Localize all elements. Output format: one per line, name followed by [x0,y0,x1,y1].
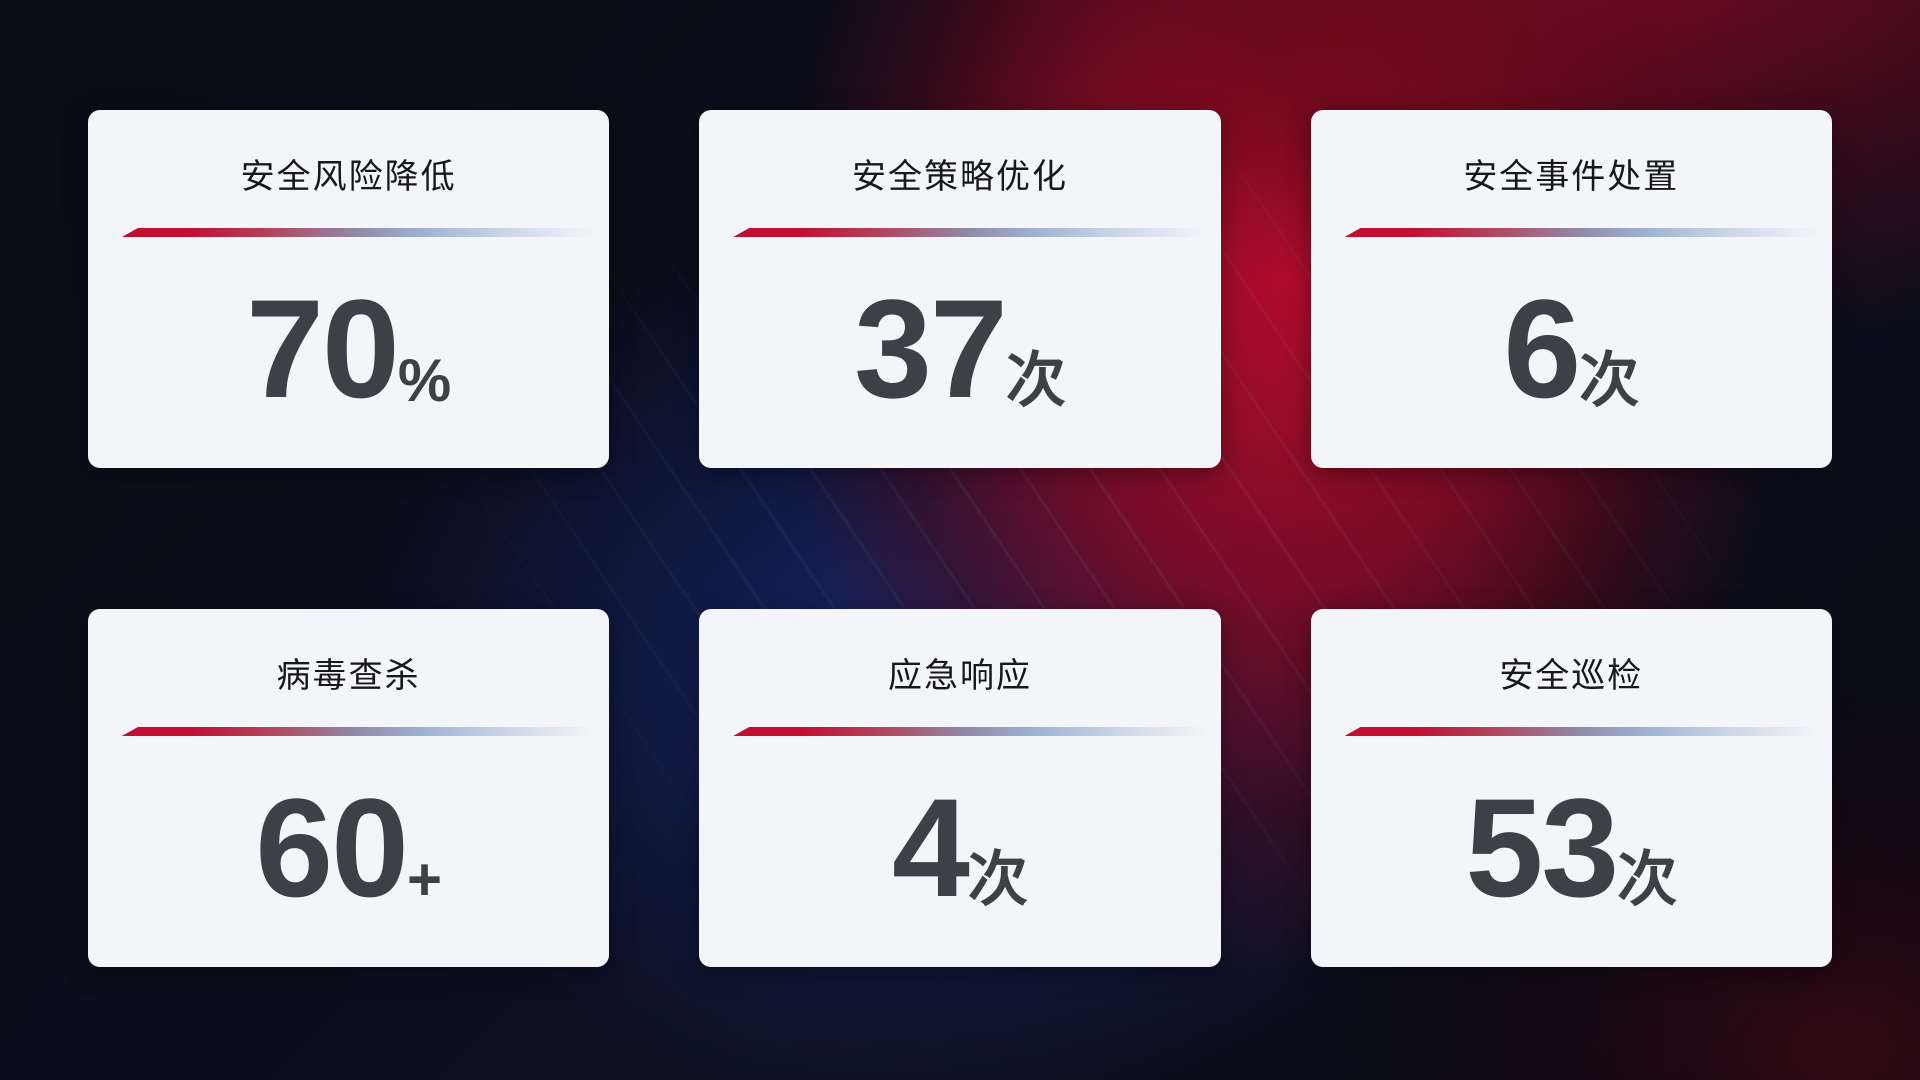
value-unit: 次 [1617,846,1678,913]
card-title: 安全风险降低 [240,158,457,196]
card-title: 应急响应 [887,657,1032,695]
value-unit: % [397,347,452,414]
stat-card-incident-handling: 安全事件处置 6次 [1310,110,1832,468]
card-value: 60+ [255,778,442,918]
gradient-divider [733,727,1221,736]
value-number: 37 [854,270,1008,427]
card-value: 70% [246,279,451,419]
value-number: 53 [1465,769,1619,926]
gradient-divider [121,228,610,237]
card-value: 53次 [1465,778,1677,918]
value-number: 60 [255,769,409,926]
stat-card-grid: 安全风险降低 70% 安全策略优化 37次 安全事件处置 6次 病毒查杀 60+… [88,110,1832,967]
stat-card-virus-scan: 病毒查杀 60+ [88,609,610,967]
card-value: 37次 [854,279,1066,419]
card-title: 病毒查杀 [276,657,421,695]
card-value: 6次 [1503,279,1639,419]
gradient-divider [733,228,1221,237]
value-unit: 次 [1005,347,1066,414]
gradient-divider [1344,228,1832,237]
card-title: 安全事件处置 [1463,158,1680,196]
gradient-divider [121,727,610,736]
card-value: 4次 [892,778,1028,918]
value-number: 6 [1503,270,1581,427]
value-unit: + [407,846,443,913]
stat-card-policy-optimization: 安全策略优化 37次 [699,110,1221,468]
stat-card-risk-reduction: 安全风险降低 70% [88,110,610,468]
value-number: 70 [246,270,400,427]
value-unit: 次 [967,846,1028,913]
stat-card-security-inspection: 安全巡检 53次 [1310,609,1832,967]
value-number: 4 [892,769,970,926]
gradient-divider [1344,727,1832,736]
stat-card-emergency-response: 应急响应 4次 [699,609,1221,967]
card-title: 安全策略优化 [851,158,1068,196]
card-title: 安全巡检 [1499,657,1644,695]
value-unit: 次 [1579,347,1640,414]
